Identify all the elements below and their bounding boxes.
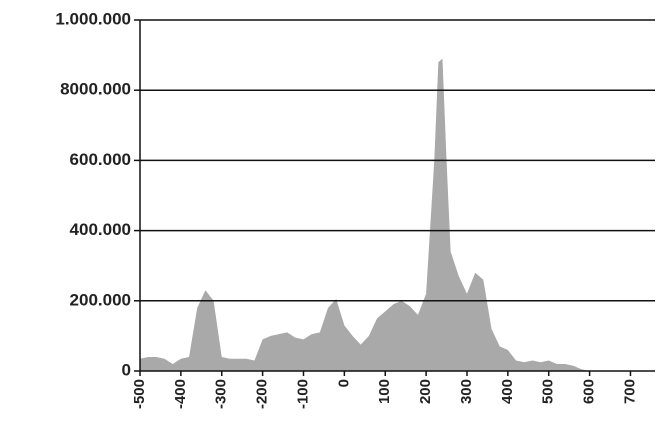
x-tick-label: 500	[540, 379, 557, 404]
x-tick-label: 200	[417, 379, 434, 404]
x-tick-label: -100	[294, 379, 311, 409]
x-tick-label: 100	[376, 379, 393, 404]
x-tick-label: 0	[335, 379, 352, 387]
x-tick-label: -400	[172, 379, 189, 409]
x-tick-label: -300	[213, 379, 230, 409]
x-tick-label: 700	[621, 379, 638, 404]
x-tick-label: -500	[131, 379, 148, 409]
y-tick-label: 200.000	[70, 290, 131, 309]
y-tick-label: 400.000	[70, 220, 131, 239]
y-tick-label: 0	[122, 360, 131, 379]
x-tick-label: -200	[254, 379, 271, 409]
y-tick-label: 600.000	[70, 150, 131, 169]
y-tick-label: 8000.000	[60, 80, 131, 99]
x-tick-label: 300	[458, 379, 475, 404]
x-tick-label: 600	[581, 379, 598, 404]
y-tick-label: 1.000.000	[55, 9, 131, 28]
x-tick-label: 400	[499, 379, 516, 404]
area	[140, 58, 590, 372]
